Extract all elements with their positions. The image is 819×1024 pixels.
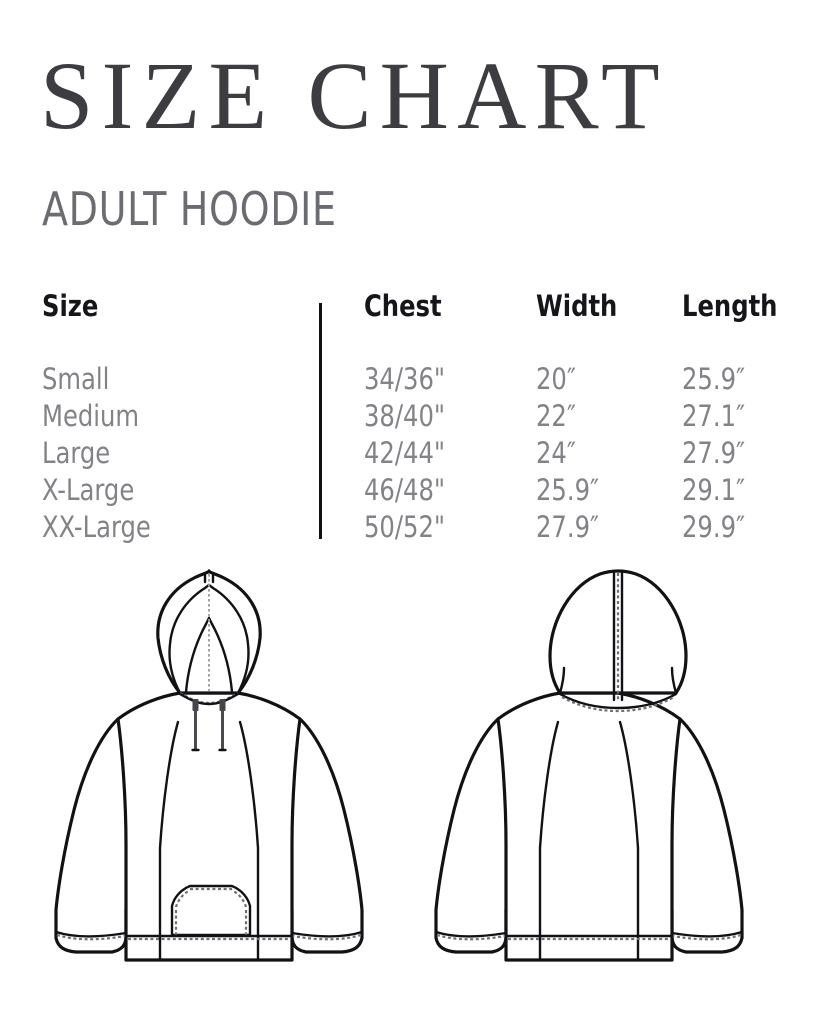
hoodie-back-view xyxy=(434,569,744,962)
cell-size: XX-Large xyxy=(42,510,151,544)
table-header-row: Size Chest Width Length xyxy=(0,288,819,330)
table-vertical-divider xyxy=(319,303,322,539)
column-header-width: Width xyxy=(536,289,618,323)
table-row: XX-Large 50/52" 27.9″ 29.9″ xyxy=(0,510,819,547)
cell-chest: 34/36" xyxy=(364,362,446,396)
cell-length: 29.9″ xyxy=(682,510,746,544)
hoodie-front-view xyxy=(54,569,364,962)
cell-length: 27.9″ xyxy=(682,436,746,470)
page-subtitle: ADULT HOODIE xyxy=(42,182,337,236)
hood-drawstrings xyxy=(191,699,227,752)
cell-chest: 46/48" xyxy=(364,473,446,507)
cell-length: 25.9″ xyxy=(682,362,746,396)
cell-width: 20″ xyxy=(536,362,576,396)
column-header-length: Length xyxy=(682,289,778,323)
hoodie-illustrations xyxy=(0,558,819,1024)
cell-chest: 50/52" xyxy=(364,510,446,544)
size-table: Size Chest Width Length Small 34/36" 20″… xyxy=(0,288,819,550)
column-header-size: Size xyxy=(42,289,99,323)
cell-size: Small xyxy=(42,362,110,396)
cell-width: 27.9″ xyxy=(536,510,600,544)
table-body: Small 34/36" 20″ 25.9″ Medium 38/40" 22″… xyxy=(0,362,819,547)
table-row: X-Large 46/48" 25.9″ 29.1″ xyxy=(0,473,819,510)
table-row: Medium 38/40" 22″ 27.1″ xyxy=(0,399,819,436)
cell-chest: 42/44" xyxy=(364,436,446,470)
cell-size: X-Large xyxy=(42,473,135,507)
cell-length: 27.1″ xyxy=(682,399,746,433)
page-title: SIZE CHART xyxy=(40,42,668,149)
cell-size: Large xyxy=(42,436,111,470)
cell-width: 24″ xyxy=(536,436,576,470)
kangaroo-pocket xyxy=(170,884,252,937)
column-header-chest: Chest xyxy=(364,289,442,323)
table-row: Large 42/44" 24″ 27.9″ xyxy=(0,436,819,473)
cell-width: 25.9″ xyxy=(536,473,600,507)
table-row: Small 34/36" 20″ 25.9″ xyxy=(0,362,819,399)
cell-chest: 38/40" xyxy=(364,399,446,433)
cell-size: Medium xyxy=(42,399,140,433)
cell-length: 29.1″ xyxy=(682,473,746,507)
cell-width: 22″ xyxy=(536,399,576,433)
